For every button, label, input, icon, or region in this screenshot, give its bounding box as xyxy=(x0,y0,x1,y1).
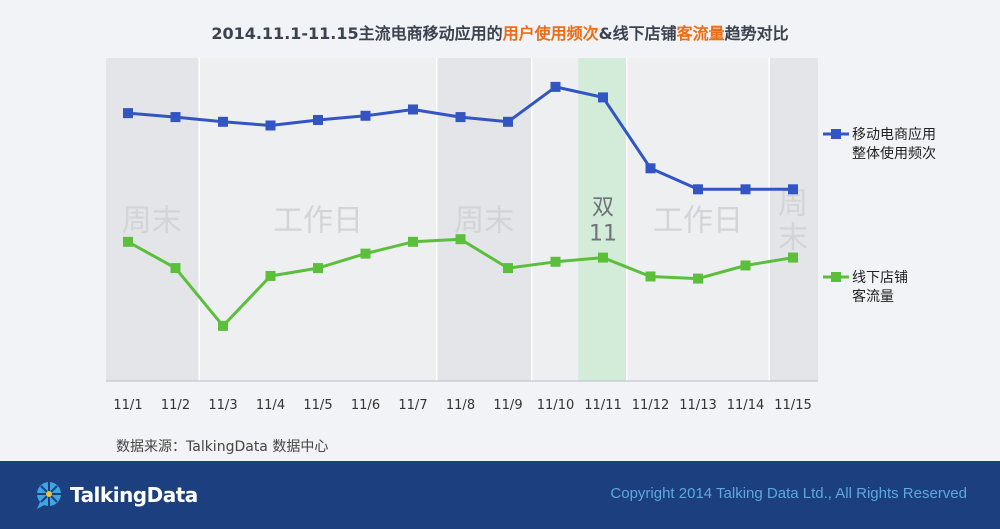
data-point xyxy=(455,234,466,245)
data-point xyxy=(645,163,656,174)
period-label: 工作日 xyxy=(273,204,363,239)
period-label-line: 末 xyxy=(778,221,808,256)
title-part-4: 客流量 xyxy=(676,24,725,43)
data-point xyxy=(788,184,798,195)
period-band xyxy=(626,58,770,381)
x-tick-label: 11/2 xyxy=(161,398,190,413)
double-11-highlight-band xyxy=(578,58,628,381)
data-point xyxy=(360,110,371,121)
legend-label: 客流量 xyxy=(852,288,894,305)
x-tick-label: 11/13 xyxy=(679,398,716,413)
data-point xyxy=(645,271,656,282)
period-label-line: 周末 xyxy=(454,204,514,239)
data-point xyxy=(265,120,276,131)
data-point xyxy=(693,273,703,284)
line-chart: 周末 工作日 周末双 11 工作日 周末 11/1 11/2 11/3 11/4 11/5 11/6… xyxy=(106,58,936,413)
legend-marker xyxy=(831,272,841,282)
period-label-line: 工作日 xyxy=(273,204,363,239)
legend-marker xyxy=(831,129,841,139)
period-label-line: 工作日 xyxy=(653,204,743,239)
logo-text: TalkingData xyxy=(70,483,198,507)
period-band xyxy=(106,58,200,381)
data-point xyxy=(265,270,276,281)
data-point xyxy=(788,252,798,263)
x-tick-label: 11/8 xyxy=(446,398,475,413)
title-part-1: 2014.11.1-11.15主流电商移动应用的 xyxy=(211,24,503,43)
data-point xyxy=(313,114,323,125)
title-part-5: 趋势对比 xyxy=(724,24,789,43)
period-label: 周末 xyxy=(778,187,808,256)
period-label: 双 11 xyxy=(589,196,617,247)
data-point xyxy=(408,104,418,115)
data-point xyxy=(598,92,608,103)
data-point xyxy=(218,320,228,331)
x-tick-label: 11/10 xyxy=(537,398,574,413)
x-tick-label: 11/1 xyxy=(113,398,142,413)
chart-title: 2014.11.1-11.15主流电商移动应用的用户使用频次&线下店铺客流量趋势… xyxy=(0,20,1000,44)
talkingdata-logo: TalkingData xyxy=(34,478,198,512)
data-point xyxy=(455,112,466,123)
data-source-note: 数据来源：TalkingData 数据中心 xyxy=(116,439,329,455)
title-part-3: &线下店铺 xyxy=(598,24,677,43)
data-point xyxy=(503,116,513,127)
period-label: 周末 xyxy=(454,204,514,239)
data-point xyxy=(598,252,608,263)
x-tick-label: 11/11 xyxy=(584,398,621,413)
data-point xyxy=(693,184,703,195)
period-label-line: 双 xyxy=(592,196,614,221)
data-point xyxy=(360,248,371,259)
data-point xyxy=(740,260,751,271)
data-point xyxy=(313,263,323,274)
x-tick-label: 11/9 xyxy=(493,398,522,413)
period-label-line: 11 xyxy=(589,222,617,247)
period-band xyxy=(436,58,532,381)
data-point xyxy=(123,108,133,119)
legend-label: 线下店铺 xyxy=(852,270,908,286)
x-tick-label: 11/5 xyxy=(303,398,332,413)
footer-bar: TalkingData Copyright 2014 Talking Data … xyxy=(0,461,1000,529)
data-point xyxy=(170,112,181,123)
data-point xyxy=(170,263,181,274)
period-band xyxy=(769,58,818,381)
data-point xyxy=(550,256,561,267)
data-point xyxy=(408,236,418,247)
data-point xyxy=(503,263,513,274)
period-label: 工作日 xyxy=(653,204,743,239)
period-label-line: 周末 xyxy=(122,204,182,239)
x-tick-label: 11/4 xyxy=(256,398,285,413)
data-point xyxy=(550,81,561,92)
data-point xyxy=(218,116,228,127)
data-point xyxy=(123,236,133,247)
x-tick-label: 11/3 xyxy=(208,398,237,413)
x-tick-label: 11/15 xyxy=(774,398,811,413)
copyright-text: Copyright 2014 Talking Data Ltd., All Ri… xyxy=(610,485,967,502)
legend-label: 整体使用频次 xyxy=(852,145,936,162)
x-tick-label: 11/7 xyxy=(398,398,427,413)
title-part-2: 用户使用频次 xyxy=(502,24,599,43)
x-tick-label: 11/12 xyxy=(632,398,669,413)
data-point xyxy=(740,184,751,195)
legend-label: 移动电商应用 xyxy=(852,126,936,143)
period-label: 周末 xyxy=(122,204,182,239)
x-tick-label: 11/14 xyxy=(727,398,764,413)
x-tick-label: 11/6 xyxy=(351,398,380,413)
logo-bubble-icon xyxy=(37,482,61,509)
